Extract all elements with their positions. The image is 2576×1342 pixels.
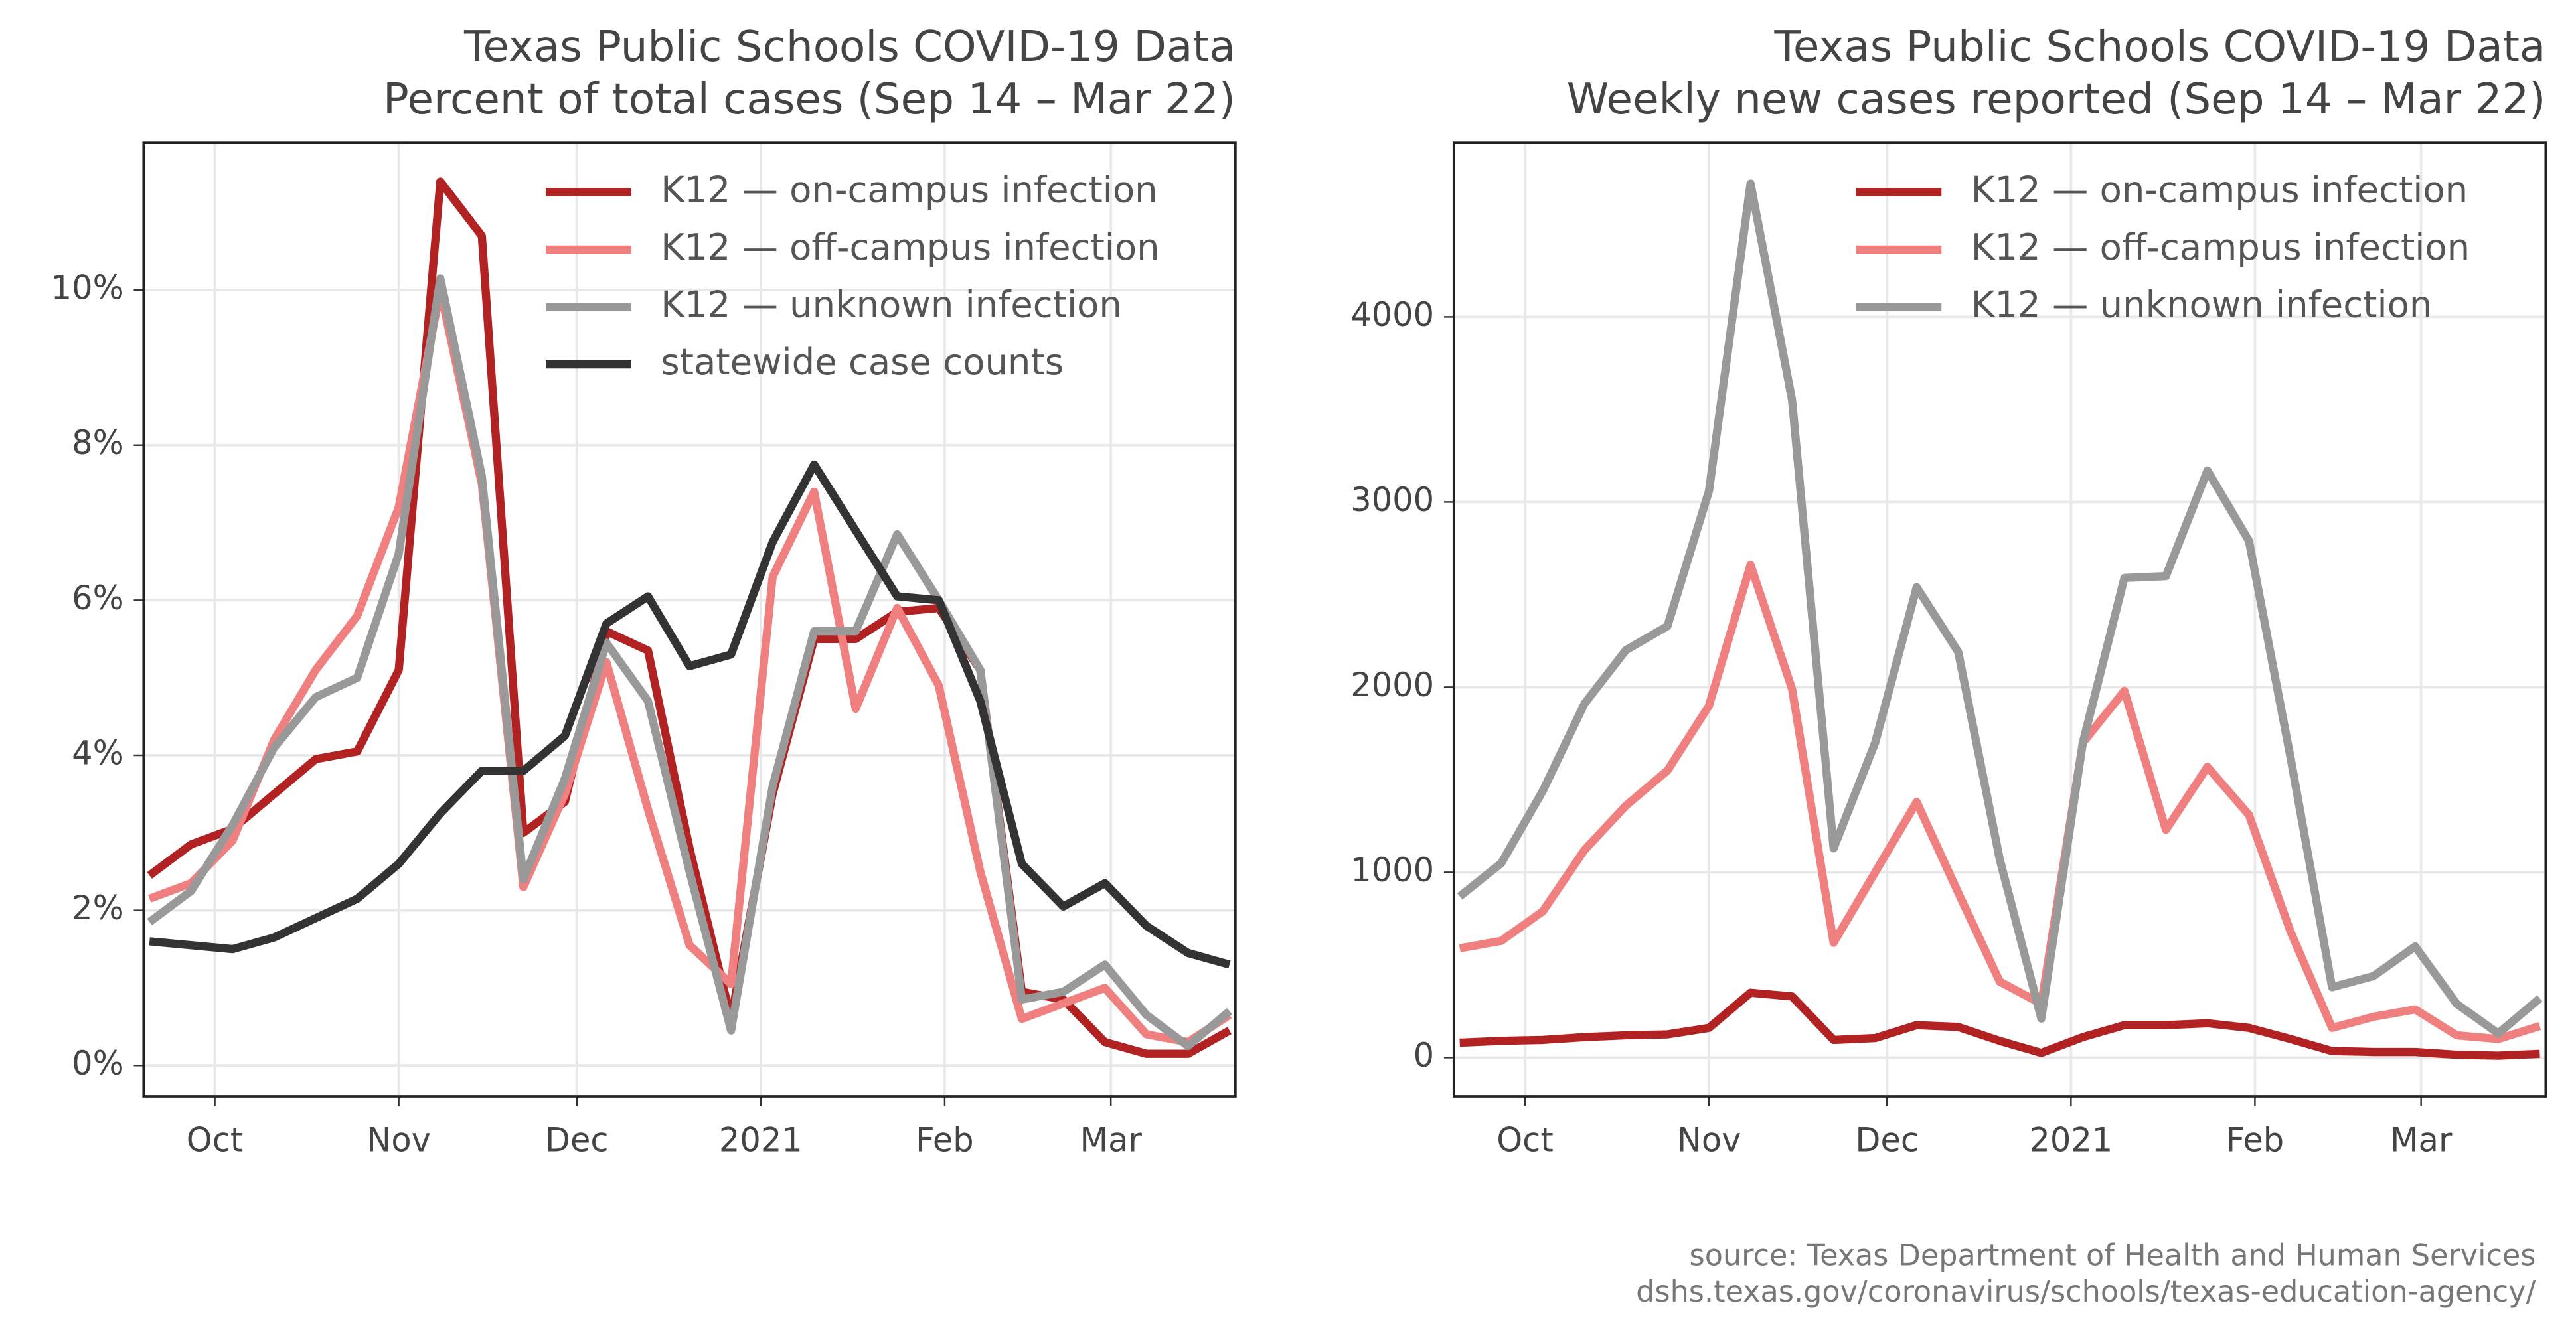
source-note: dshs.texas.gov/coronavirus/schools/texas… [1636,1275,2536,1309]
x-tick-label: Feb [916,1121,974,1159]
x-tick-label: Nov [366,1121,431,1159]
chart-title: Texas Public Schools COVID-19 Data [463,22,1236,72]
x-tick-label: 2021 [719,1121,803,1159]
chart-title: Texas Public Schools COVID-19 Data [1774,22,2546,72]
series-line [149,460,1231,969]
series-line [148,285,1232,1047]
legend-label: K12 — off-campus infection [1971,226,2470,268]
x-tick-label: Oct [1496,1121,1554,1159]
series-line [1459,561,2541,1043]
series-line [1459,988,2540,1060]
source-note: source: Texas Department of Health and H… [1690,1238,2536,1272]
legend-label: K12 — unknown infection [1971,284,2433,326]
y-tick-label: 10% [51,269,124,307]
y-tick-label: 1000 [1350,851,1434,889]
legend-label: K12 — unknown infection [661,284,1122,326]
y-tick-label: 6% [72,579,123,617]
x-tick-label: 2021 [2029,1121,2113,1159]
x-tick-label: Mar [2390,1121,2453,1159]
legend-label: K12 — on-campus infection [1971,169,2468,210]
series-line [1457,179,2543,1038]
y-tick-label: 8% [72,423,123,462]
x-tick-label: Oct [187,1121,244,1159]
legend-label: statewide case counts [661,341,1064,383]
legend-label: K12 — on-campus infection [661,169,1157,210]
chart-subtitle: Percent of total cases (Sep 14 – Mar 22) [383,74,1236,124]
x-tick-label: Dec [545,1121,609,1159]
y-tick-label: 3000 [1350,481,1434,519]
y-tick-label: 0 [1413,1036,1434,1075]
x-tick-label: Nov [1677,1121,1741,1159]
y-tick-label: 4% [72,734,123,773]
series-line [147,274,1232,1051]
x-tick-label: Feb [2226,1121,2285,1159]
plot-frame [142,141,1237,1098]
y-tick-label: 4000 [1350,295,1434,334]
chart-subtitle: Weekly new cases reported (Sep 14 – Mar … [1567,74,2546,124]
y-tick-label: 0% [72,1044,123,1082]
x-tick-label: Mar [1080,1121,1143,1159]
y-tick-label: 2% [72,889,123,927]
x-tick-label: Dec [1855,1121,1919,1159]
legend-label: K12 — off-campus infection [661,226,1159,268]
plot-frame [1452,141,2547,1098]
y-tick-label: 2000 [1350,666,1434,704]
